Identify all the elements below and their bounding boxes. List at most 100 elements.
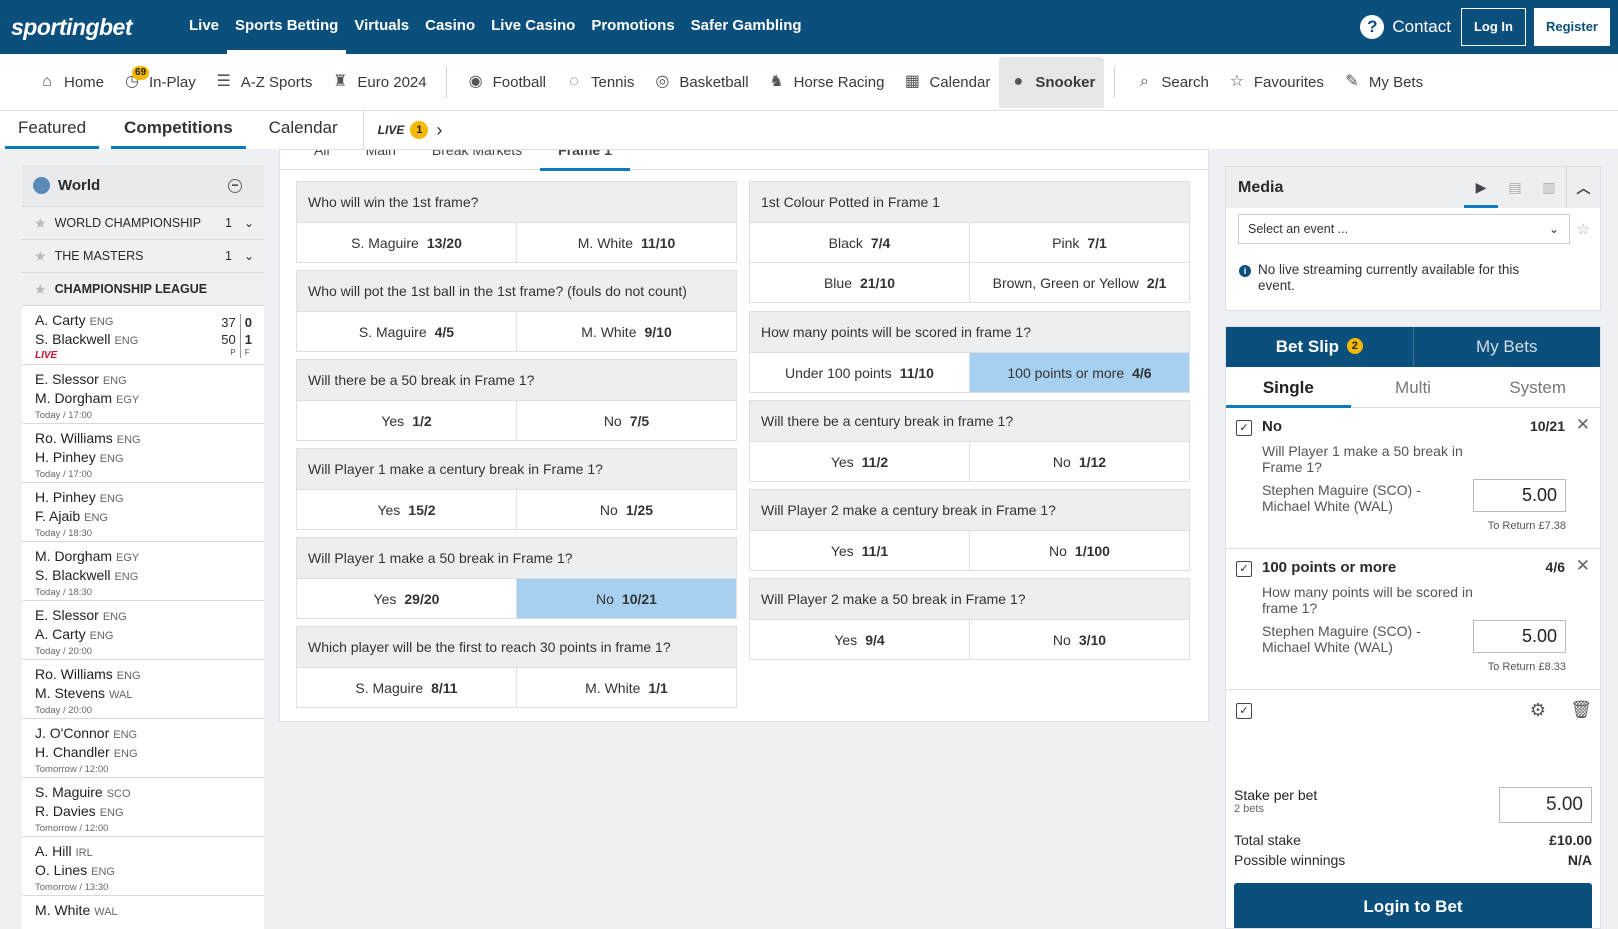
star-icon[interactable]: ☆ [1577, 220, 1590, 238]
odds-button[interactable]: Yes11/1 [750, 531, 969, 570]
topnav-casino[interactable]: Casino [417, 0, 483, 54]
odds-button[interactable]: Yes15/2 [297, 490, 516, 529]
match-item[interactable]: A. HillIRLO. LinesENGTomorrow / 13:30 [22, 837, 264, 896]
sportsnav-snooker[interactable]: ●Snooker [999, 57, 1104, 108]
chevron-up-icon[interactable]: ︿ [1566, 167, 1600, 208]
odds-button[interactable]: Yes9/4 [750, 620, 969, 659]
match-item[interactable]: E. SlessorENGM. DorghamEGYToday / 17:00 [22, 365, 264, 424]
competition-item[interactable]: ★ THE MASTERS 1 ⌄ [22, 240, 264, 273]
sportsnav-football[interactable]: ◉Football [457, 57, 555, 108]
match-item[interactable]: S. MaguireSCOR. DaviesENGTomorrow / 12:0… [22, 778, 264, 837]
sportsnav-horse-racing[interactable]: ♞Horse Racing [758, 57, 894, 108]
selection-checkbox[interactable]: ✓ [1236, 420, 1252, 436]
market-tab-frame-1[interactable]: Frame 1 [540, 150, 630, 170]
stake-per-bet-input[interactable]: 5.00 [1499, 787, 1592, 823]
odds-button[interactable]: Yes1/2 [297, 401, 516, 440]
event-select[interactable]: Select an event ... ⌄ [1238, 214, 1570, 244]
match-item[interactable]: H. PinheyENGF. AjaibENGToday / 18:30 [22, 483, 264, 542]
live-match[interactable]: A. CartyENG S. BlackwellENG LIVE 37 50 P… [22, 306, 264, 365]
topnav-live[interactable]: Live [181, 0, 227, 54]
region-header[interactable]: World − [22, 165, 264, 207]
match-item[interactable]: M. DorghamEGYS. BlackwellENGToday / 18:3… [22, 542, 264, 601]
odds-button[interactable]: Yes11/2 [750, 442, 969, 481]
sportsnav-tennis[interactable]: ◌Tennis [555, 57, 643, 108]
tab-my-bets[interactable]: My Bets [1414, 327, 1601, 367]
topnav-live-casino[interactable]: Live Casino [483, 0, 583, 54]
tab-bet-slip[interactable]: Bet Slip 2 [1226, 327, 1414, 367]
match-item[interactable]: Ro. WilliamsENGM. StevensWALToday / 20:0… [22, 660, 264, 719]
tab-multi[interactable]: Multi [1351, 367, 1476, 407]
select-all-checkbox[interactable]: ✓ [1236, 703, 1252, 719]
odds-button[interactable]: Under 100 points11/10 [750, 353, 969, 392]
remove-selection-icon[interactable]: ✕ [1576, 556, 1590, 576]
match-item[interactable]: E. SlessorENGA. CartyENGToday / 20:00 [22, 601, 264, 660]
market-tab-main[interactable]: Main [348, 150, 414, 170]
login-button[interactable]: Log In [1461, 8, 1526, 46]
odds-button[interactable]: Blue21/10 [750, 263, 969, 302]
odds-button[interactable]: M. White11/10 [516, 223, 736, 262]
match-item[interactable]: J. O'ConnorENGH. ChandlerENGTomorrow / 1… [22, 719, 264, 778]
odds-button[interactable]: S. Maguire13/20 [297, 223, 516, 262]
sportingbet-logo[interactable]: sportingbet [11, 14, 181, 41]
tab-single[interactable]: Single [1226, 367, 1351, 407]
help-icon[interactable]: ? [1360, 15, 1384, 39]
gear-icon[interactable]: ⚙ [1530, 700, 1546, 721]
betslip-selection: ✓ No 10/21 ✕ Will Player 1 make a 50 bre… [1226, 408, 1600, 549]
odds-button[interactable]: No7/5 [516, 401, 736, 440]
tab-competitions[interactable]: Competitions [111, 111, 246, 149]
sportsnav-basketball[interactable]: ◎Basketball [643, 57, 757, 108]
tab-calendar[interactable]: Calendar [256, 111, 351, 149]
market-tab-break-markets[interactable]: Break Markets [414, 150, 540, 170]
sportsnav-my-bets[interactable]: ✎My Bets [1333, 57, 1432, 108]
topnav-virtuals[interactable]: Virtuals [346, 0, 417, 54]
register-button[interactable]: Register [1534, 8, 1610, 46]
sportsnav-home[interactable]: ⌂Home [28, 57, 113, 108]
odds-button[interactable]: M. White9/10 [516, 312, 736, 351]
odds-button[interactable]: S. Maguire8/11 [297, 668, 516, 707]
odds-button[interactable]: Pink7/1 [969, 223, 1189, 262]
topnav-sports-betting[interactable]: Sports Betting [227, 0, 346, 54]
scoreboard-icon[interactable]: ▤ [1498, 167, 1532, 208]
sportsnav-in-play[interactable]: ◷69In-Play [113, 57, 205, 108]
odds-button[interactable]: Black7/4 [750, 223, 969, 262]
odds-button[interactable]: S. Maguire4/5 [297, 312, 516, 351]
odds-button[interactable]: Brown, Green or Yellow2/1 [969, 263, 1189, 302]
odds-button[interactable]: No1/100 [969, 531, 1189, 570]
star-icon[interactable]: ★ [34, 248, 47, 265]
tab-featured[interactable]: Featured [5, 111, 99, 149]
trash-icon[interactable]: 🗑 [1570, 700, 1592, 720]
sportsnav-calendar[interactable]: ▦Calendar [893, 57, 999, 108]
video-icon[interactable]: ▶ [1464, 167, 1498, 208]
match-item[interactable]: Ro. WilliamsENGH. PinheyENGToday / 17:00 [22, 424, 264, 483]
star-icon[interactable]: ★ [34, 215, 47, 232]
odds-button[interactable]: No1/12 [969, 442, 1189, 481]
contact-link[interactable]: Contact [1392, 17, 1451, 37]
competition-item[interactable]: ★ WORLD CHAMPIONSHIP 1 ⌄ [22, 207, 264, 240]
star-icon[interactable]: ★ [34, 281, 47, 298]
odds-button[interactable]: Yes29/20 [297, 579, 516, 618]
remove-selection-icon[interactable]: ✕ [1576, 415, 1590, 435]
odds-button[interactable]: No3/10 [969, 620, 1189, 659]
sportsnav-a-z-sports[interactable]: ☰A-Z Sports [205, 57, 322, 108]
sportsnav-favourites[interactable]: ☆Favourites [1218, 57, 1333, 108]
stake-input[interactable]: 5.00 [1473, 620, 1566, 653]
odds-button[interactable]: No1/25 [516, 490, 736, 529]
tab-live[interactable]: LIVE 1 › [363, 111, 443, 149]
tab-system[interactable]: System [1475, 367, 1600, 407]
topnav-safer-gambling[interactable]: Safer Gambling [683, 0, 810, 54]
chevron-right-icon[interactable]: › [436, 120, 442, 141]
odds-button[interactable]: M. White1/1 [516, 668, 736, 707]
selection-checkbox[interactable]: ✓ [1236, 561, 1252, 577]
login-to-bet-button[interactable]: Login to Bet [1234, 883, 1592, 929]
stake-input[interactable]: 5.00 [1473, 479, 1566, 512]
sportsnav-euro-2024[interactable]: ♜Euro 2024 [321, 57, 435, 108]
sportsnav-search[interactable]: ⌕Search [1125, 57, 1218, 108]
match-item[interactable]: M. WhiteWAL [22, 896, 264, 929]
collapse-icon[interactable]: − [228, 179, 242, 193]
topnav-promotions[interactable]: Promotions [583, 0, 682, 54]
competition-item-active[interactable]: ★ CHAMPIONSHIP LEAGUE [22, 273, 264, 306]
odds-button[interactable]: No10/21 [516, 579, 736, 618]
market-tab-all[interactable]: All [296, 150, 348, 170]
odds-button[interactable]: 100 points or more4/6 [969, 353, 1189, 392]
stats-icon[interactable]: ▥ [1532, 167, 1566, 208]
